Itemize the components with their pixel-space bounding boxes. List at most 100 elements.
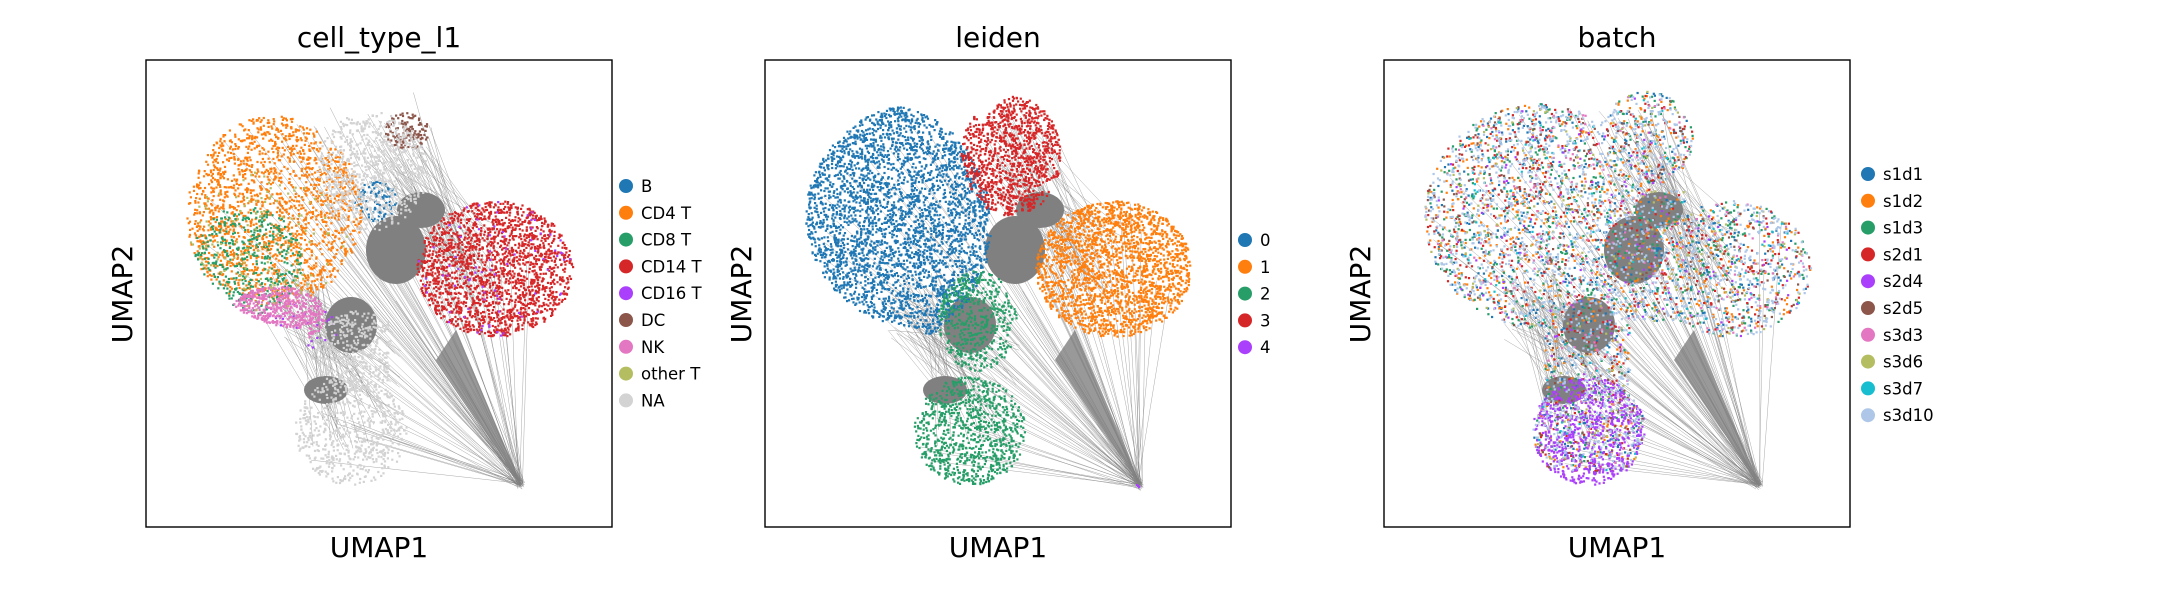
plot-frame [145, 59, 613, 528]
legend-label: other T [641, 365, 701, 384]
legend-marker [1238, 313, 1252, 328]
legend-item: CD4 T [619, 204, 692, 223]
legend-item: s3d10 [1861, 406, 1934, 425]
series-points-other-t [189, 171, 348, 312]
legend-marker [619, 205, 633, 220]
legend-marker [1861, 327, 1875, 342]
legend-marker [1861, 193, 1875, 208]
scatter-plot-area [805, 95, 1192, 492]
series-points-b [353, 180, 398, 223]
legend-marker [1861, 381, 1875, 396]
legend-label: CD8 T [641, 231, 692, 250]
edge-spike [436, 330, 522, 486]
legend-marker [1861, 247, 1875, 262]
legend-label: s3d10 [1883, 406, 1934, 425]
legend-label: s1d2 [1883, 192, 1923, 211]
legend: 0 1 2 3 4 [1238, 231, 1271, 357]
legend-marker [619, 366, 633, 381]
edge-density-core [304, 376, 348, 404]
legend-label: 0 [1260, 231, 1271, 250]
edge-density-core [985, 216, 1045, 284]
legend: s1d1 s1d2 s1d3 s2d1 s2d4 s2d5 s3d3 s3d6 s3d7 s3d1… [1861, 165, 1934, 425]
y-axis-label: UMAP2 [1344, 245, 1377, 344]
legend-marker [619, 339, 633, 354]
legend-marker [1861, 220, 1875, 235]
legend-label: CD4 T [641, 204, 692, 223]
legend-item: other T [619, 365, 701, 384]
x-axis-label: UMAP1 [949, 531, 1048, 564]
legend-item: 0 [1238, 231, 1271, 250]
legend-marker [1238, 340, 1252, 355]
series-points-s3d10 [1424, 93, 1813, 472]
edge-spike [1674, 330, 1760, 486]
legend-marker [619, 286, 633, 301]
legend-item: s2d1 [1861, 245, 1923, 264]
legend-item: s1d2 [1861, 192, 1923, 211]
legend-item: CD8 T [619, 231, 692, 250]
plot-frame [1383, 59, 1851, 528]
series-points-4 [1136, 484, 1141, 489]
legend-item: DC [619, 311, 665, 330]
legend-label: s3d7 [1883, 379, 1923, 398]
legend-label: s2d5 [1883, 299, 1923, 318]
edge-density-core [397, 192, 445, 228]
legend-label: s2d1 [1883, 245, 1923, 264]
legend-marker [1861, 301, 1875, 315]
legend-marker [619, 179, 633, 193]
legend-marker [1238, 286, 1252, 301]
panel-title: leiden [955, 21, 1041, 54]
legend-item: NA [619, 391, 665, 410]
legend-item: NK [619, 338, 665, 357]
scatter-plot-area [186, 92, 575, 490]
legend-label: CD16 T [641, 284, 702, 303]
legend-item: 2 [1238, 285, 1271, 304]
y-axis-label: UMAP2 [725, 245, 758, 344]
legend-marker [619, 393, 633, 408]
legend-label: 3 [1260, 311, 1271, 330]
legend-marker [1861, 408, 1875, 423]
legend-item: s3d3 [1861, 326, 1923, 345]
legend-label: 1 [1260, 258, 1271, 277]
legend: B CD4 T CD8 T CD14 T CD16 T DC NK other T NA [619, 177, 702, 410]
series-points-2 [913, 270, 1026, 486]
legend-marker [1861, 354, 1875, 369]
umap-panel-leiden: leiden UMAP1 UMAP2 0 1 2 3 4 [725, 21, 1271, 564]
series-points-1 [1035, 200, 1192, 338]
legend-label: CD14 T [641, 257, 702, 276]
legend-marker [619, 232, 633, 247]
edge-spike [1055, 330, 1141, 486]
y-axis-label: UMAP2 [106, 245, 139, 344]
legend-label: NA [641, 391, 665, 410]
legend-marker [619, 313, 633, 327]
legend-item: CD16 T [619, 284, 702, 303]
x-axis-label: UMAP1 [330, 531, 429, 564]
legend-label: NK [641, 338, 665, 357]
legend-label: s1d3 [1883, 219, 1923, 238]
legend-label: s2d4 [1883, 272, 1923, 291]
edge-density-core [366, 216, 426, 284]
series-points-na [295, 112, 428, 486]
legend-item: s1d3 [1861, 219, 1923, 238]
series-points-nk [233, 286, 326, 339]
legend-item: 4 [1238, 338, 1271, 357]
legend-label: DC [641, 311, 665, 330]
legend-label: 4 [1260, 338, 1271, 357]
umap-panel-batch: batch UMAP1 UMAP2 s1d1 s1d2 s1d3 s2d1 s2d4 s2… [1344, 21, 1934, 564]
scatter-plot-area [1424, 90, 1813, 491]
legend-item: CD14 T [619, 257, 702, 276]
legend-marker [1861, 167, 1875, 181]
legend-item: s3d7 [1861, 379, 1923, 398]
legend-marker [1238, 233, 1252, 247]
legend-item: s2d5 [1861, 299, 1923, 318]
legend-item: B [619, 177, 652, 196]
legend-item: 1 [1238, 258, 1271, 277]
plot-frame [764, 59, 1232, 528]
legend-item: s2d4 [1861, 272, 1923, 291]
panel-title: cell_type_l1 [297, 21, 461, 54]
umap-panel-cell-type-l1: cell_type_l1 UMAP1 UMAP2 B CD4 T CD8 T CD14… [106, 21, 702, 564]
x-axis-label: UMAP1 [1568, 531, 1667, 564]
legend-item: 3 [1238, 311, 1271, 330]
legend-item: s1d1 [1861, 165, 1923, 184]
legend-label: s3d3 [1883, 326, 1923, 345]
